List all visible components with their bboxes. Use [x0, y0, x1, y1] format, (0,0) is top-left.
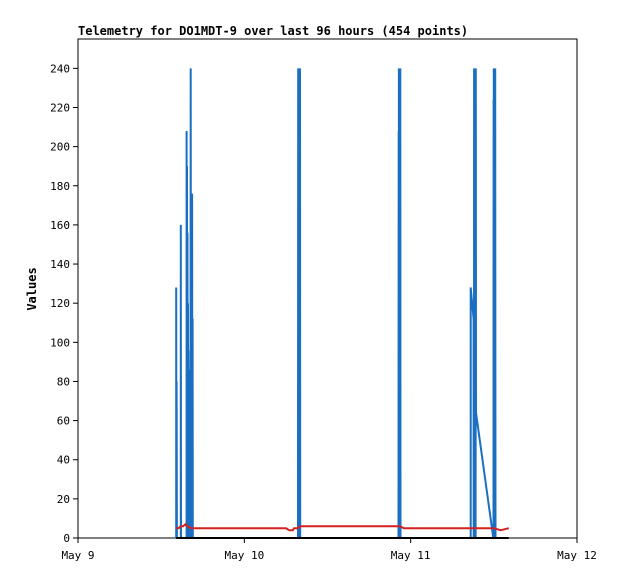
y-tick-label: 20: [57, 493, 70, 506]
y-tick-label: 180: [50, 180, 70, 193]
y-tick-label: 60: [57, 415, 70, 428]
y-tick-label: 240: [50, 62, 70, 75]
plot-area: [77, 38, 578, 539]
y-tick-label: 160: [50, 219, 70, 232]
chart-title: Telemetry for DO1MDT-9 over last 96 hour…: [78, 24, 468, 38]
y-tick-label: 120: [50, 297, 70, 310]
y-tick-label: 200: [50, 141, 70, 154]
y-tick-label: 40: [57, 454, 70, 467]
x-tick-label: May 12: [557, 549, 597, 562]
y-tick-label: 100: [50, 336, 70, 349]
x-tick-label: May 11: [391, 549, 431, 562]
series-layer: [175, 68, 510, 539]
x-tick-label: May 10: [224, 549, 264, 562]
y-tick-label: 140: [50, 258, 70, 271]
y-tick-label: 220: [50, 101, 70, 114]
x-tick-label: May 9: [61, 549, 94, 562]
y-axis-label: Values: [25, 267, 39, 310]
y-tick-label: 80: [57, 375, 70, 388]
axes-layer: 0 20 40 60 80 100 120 140 160 180 200 220 240 May 9 Ma…: [50, 62, 597, 562]
series-line-2: [176, 522, 510, 532]
y-tick-label: 0: [63, 532, 70, 545]
